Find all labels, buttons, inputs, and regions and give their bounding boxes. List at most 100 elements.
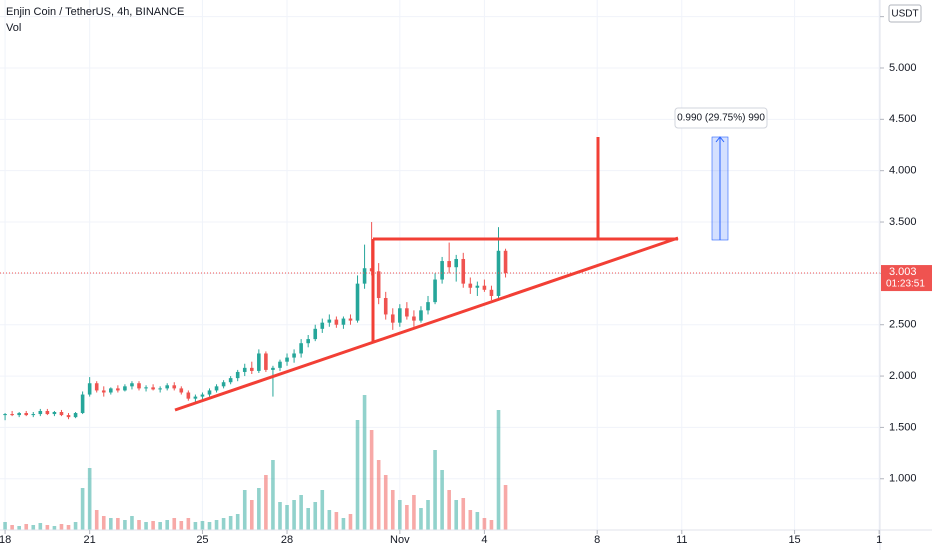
candle-body <box>249 367 254 371</box>
candle-body <box>461 258 466 284</box>
volume-bar <box>221 518 226 530</box>
volume-bar <box>264 475 268 530</box>
volume-bar <box>130 516 134 530</box>
last-price-box <box>881 265 932 292</box>
candle-body <box>257 353 261 371</box>
volume-bar <box>66 525 71 530</box>
candle-body <box>390 314 395 323</box>
candle-body <box>38 410 43 415</box>
x-tick-label: 1 <box>876 534 882 546</box>
y-tick-label: 4.500 <box>889 113 917 125</box>
volume-bar <box>390 490 395 530</box>
candle-body <box>158 388 162 390</box>
volume-bar <box>292 500 296 530</box>
candle-body <box>193 396 198 399</box>
candle-body <box>179 388 184 393</box>
candle-body <box>186 392 191 399</box>
volume-bar <box>10 525 14 530</box>
measure-label: 0.990 (29.75%) 990 <box>677 113 765 124</box>
volume-bar <box>242 490 247 530</box>
candle-body <box>405 308 409 317</box>
volume-bar <box>151 521 155 530</box>
volume-label: Vol <box>6 22 21 34</box>
volume-bar <box>313 502 318 530</box>
candle-body <box>24 413 29 416</box>
candle-body <box>447 261 451 268</box>
volume-bar <box>454 500 459 530</box>
y-tick-label: 2.500 <box>889 319 917 331</box>
volume-bar <box>214 520 219 530</box>
volume-bar <box>137 520 141 530</box>
volume-bar <box>207 522 212 530</box>
currency-label: USDT <box>891 9 918 20</box>
candle-body <box>489 289 494 296</box>
candle-body <box>130 383 134 387</box>
volume-bar <box>398 500 402 530</box>
candle-body <box>235 371 240 379</box>
candle-body <box>383 298 388 315</box>
volume-bar <box>369 430 374 530</box>
volume-bar <box>348 514 353 530</box>
volume-bar <box>278 502 282 530</box>
chart-title: Enjin Coin / TetherUS, 4h, BINANCE <box>6 6 184 18</box>
x-tick-label: 25 <box>196 534 208 546</box>
volume-bar <box>73 522 78 530</box>
y-tick-label: 1.000 <box>889 473 917 485</box>
volume-bar <box>228 516 233 530</box>
volume-bar <box>186 518 191 530</box>
volume-bar <box>299 495 303 530</box>
candle-body <box>80 394 85 414</box>
volume-bar <box>200 521 205 530</box>
candle-body <box>468 283 473 288</box>
candle-body <box>355 283 360 321</box>
volume-bar <box>405 505 409 530</box>
candle-body <box>228 378 233 383</box>
x-tick-label: Nov <box>390 534 410 546</box>
candle-body <box>278 361 282 368</box>
candle-body <box>334 319 339 325</box>
candle-body <box>313 328 318 340</box>
candle-body <box>503 250 508 274</box>
candle-body <box>412 316 416 321</box>
currency-box <box>888 4 922 23</box>
volume-bar <box>419 508 423 530</box>
candle-body <box>116 388 120 391</box>
volume-bar <box>489 520 494 530</box>
candle-body <box>3 414 7 416</box>
volume-bar <box>362 395 367 530</box>
last-price-label: 3.003 <box>889 266 917 278</box>
volume-bar <box>447 490 451 530</box>
volume-bar <box>426 500 430 530</box>
volume-bar <box>158 522 162 530</box>
volume-bar <box>412 495 416 530</box>
candle-body <box>87 383 92 395</box>
volume-bar <box>3 522 7 530</box>
candle-body <box>433 279 437 303</box>
candle-body <box>292 353 296 358</box>
volume-bar <box>123 520 127 530</box>
measure-label-box <box>674 107 768 129</box>
volume-bar <box>179 521 184 530</box>
candle-body <box>137 383 141 389</box>
candle-body <box>17 413 21 416</box>
volume-bar <box>109 518 113 530</box>
candle-body <box>426 302 430 311</box>
candle-body <box>73 413 78 418</box>
candle-body <box>31 414 36 416</box>
candle-body <box>475 285 480 288</box>
volume-bar <box>38 523 43 530</box>
volume-bar <box>482 518 487 530</box>
x-tick-label: 4 <box>481 534 487 546</box>
y-tick-label: 2.000 <box>889 370 917 382</box>
volume-bar <box>496 410 501 530</box>
volume-bar <box>355 420 360 530</box>
candle-body <box>214 386 219 391</box>
volume-bar <box>327 510 332 530</box>
x-tick-label: 8 <box>594 534 600 546</box>
drawings: 0.990 (29.75%) 990 <box>174 107 768 412</box>
candle-body <box>101 390 106 393</box>
volume-bar <box>80 488 85 530</box>
candle-body <box>306 339 310 344</box>
volume-bar <box>461 498 466 530</box>
